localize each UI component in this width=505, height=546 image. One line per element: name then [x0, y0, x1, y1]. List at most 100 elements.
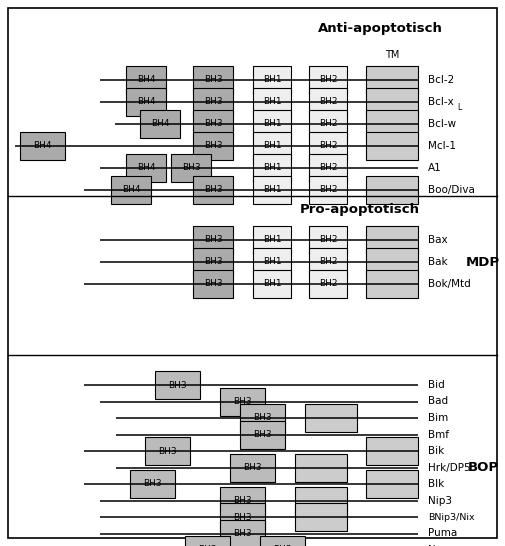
Bar: [253, 154, 291, 182]
Text: Bad: Bad: [428, 396, 448, 407]
Text: BH2: BH2: [319, 258, 337, 266]
Text: BH4: BH4: [137, 98, 155, 106]
Text: Anti-apoptotisch: Anti-apoptotisch: [318, 22, 442, 35]
Bar: [185, 536, 230, 546]
Text: Blk: Blk: [428, 479, 444, 489]
Text: Bcl-2: Bcl-2: [428, 75, 455, 85]
Bar: [111, 176, 151, 204]
Text: BH1: BH1: [263, 120, 281, 128]
Text: BH3: BH3: [233, 513, 252, 521]
Text: BH4: BH4: [137, 163, 155, 173]
Bar: [220, 519, 265, 546]
Bar: [20, 132, 65, 160]
Bar: [193, 88, 233, 116]
Bar: [253, 176, 291, 204]
Text: BH3: BH3: [204, 141, 222, 151]
Text: BH1: BH1: [263, 75, 281, 85]
Text: BH3: BH3: [204, 235, 222, 245]
Text: Bik: Bik: [428, 446, 444, 456]
Text: BH3: BH3: [204, 280, 222, 288]
Bar: [309, 110, 347, 138]
Text: BH1: BH1: [263, 163, 281, 173]
Bar: [240, 404, 285, 432]
Bar: [366, 66, 418, 94]
Text: BH2: BH2: [319, 98, 337, 106]
Bar: [126, 154, 166, 182]
Bar: [366, 248, 418, 276]
Bar: [193, 66, 233, 94]
Bar: [366, 470, 418, 498]
Text: BH3: BH3: [204, 120, 222, 128]
Text: Hrk/DP5: Hrk/DP5: [428, 462, 471, 472]
Text: BH3: BH3: [182, 163, 200, 173]
Bar: [309, 132, 347, 160]
Text: BH2: BH2: [319, 75, 337, 85]
Text: Mcl-1: Mcl-1: [428, 141, 456, 151]
Text: BH1: BH1: [263, 235, 281, 245]
Text: Pro-apoptotisch: Pro-apoptotisch: [300, 203, 420, 216]
Bar: [126, 66, 166, 94]
Bar: [253, 226, 291, 254]
Text: BH2: BH2: [319, 120, 337, 128]
Bar: [309, 270, 347, 298]
Bar: [366, 226, 418, 254]
Bar: [309, 66, 347, 94]
Bar: [295, 454, 347, 482]
Text: Nip3: Nip3: [428, 496, 452, 506]
Text: BH3: BH3: [243, 463, 262, 472]
Bar: [145, 437, 190, 465]
Bar: [155, 371, 200, 399]
Bar: [193, 226, 233, 254]
Bar: [366, 110, 418, 138]
Text: BOP: BOP: [468, 461, 498, 474]
Text: L: L: [457, 103, 461, 111]
Bar: [240, 420, 285, 448]
Text: BH3: BH3: [233, 397, 252, 406]
Text: BH4: BH4: [137, 75, 155, 85]
Bar: [295, 486, 347, 514]
Text: BH1: BH1: [263, 186, 281, 194]
Bar: [309, 176, 347, 204]
Bar: [230, 454, 275, 482]
Bar: [366, 270, 418, 298]
Bar: [220, 503, 265, 531]
Bar: [309, 226, 347, 254]
Bar: [366, 132, 418, 160]
Text: BH4: BH4: [33, 141, 52, 151]
Bar: [309, 154, 347, 182]
Text: Bok/Mtd: Bok/Mtd: [428, 279, 471, 289]
Text: BH3: BH3: [143, 479, 162, 489]
Text: Bcl-w: Bcl-w: [428, 119, 456, 129]
Bar: [193, 248, 233, 276]
Text: BH3: BH3: [233, 496, 252, 505]
Bar: [309, 248, 347, 276]
Text: BH3: BH3: [204, 186, 222, 194]
Text: BH1: BH1: [263, 98, 281, 106]
Bar: [130, 470, 175, 498]
Bar: [260, 536, 305, 546]
Bar: [193, 110, 233, 138]
Bar: [193, 132, 233, 160]
Bar: [295, 503, 347, 531]
Bar: [193, 270, 233, 298]
Text: BH1: BH1: [263, 141, 281, 151]
Text: BH4: BH4: [151, 120, 169, 128]
Text: BH3: BH3: [204, 98, 222, 106]
Text: MDP: MDP: [466, 256, 500, 269]
Text: BH2: BH2: [319, 186, 337, 194]
Text: Bak: Bak: [428, 257, 447, 267]
Bar: [253, 248, 291, 276]
Bar: [126, 88, 166, 116]
Bar: [253, 110, 291, 138]
Bar: [171, 154, 211, 182]
Bar: [366, 176, 418, 204]
Text: BH3: BH3: [168, 381, 187, 389]
Bar: [253, 132, 291, 160]
Text: BH3: BH3: [204, 258, 222, 266]
Text: Bid: Bid: [428, 380, 445, 390]
Text: Bim: Bim: [428, 413, 448, 423]
Text: BH1: BH1: [263, 280, 281, 288]
Text: TM: TM: [385, 50, 399, 60]
Text: Boo/Diva: Boo/Diva: [428, 185, 475, 195]
Text: BH3: BH3: [204, 75, 222, 85]
